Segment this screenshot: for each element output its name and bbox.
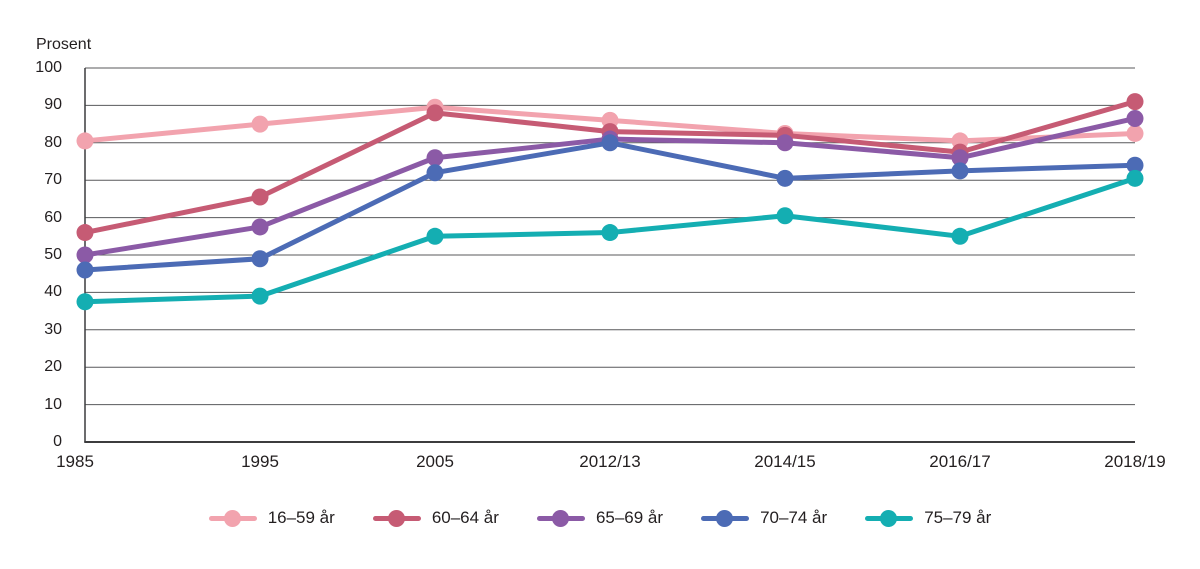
x-tick-label: 2005 bbox=[416, 452, 454, 471]
data-point bbox=[951, 149, 969, 167]
x-tick-label: 1985 bbox=[56, 452, 94, 471]
x-tick-label: 1995 bbox=[241, 452, 279, 471]
y-tick-label: 70 bbox=[44, 171, 62, 189]
y-tick-label: 40 bbox=[44, 283, 62, 301]
y-tick-label: 80 bbox=[44, 133, 62, 151]
legend-dot bbox=[387, 509, 405, 527]
data-point bbox=[776, 169, 794, 187]
legend-line-dot-icon bbox=[865, 509, 914, 527]
chart-legend: 16–59 år 60–64 år 65–69 år 70–74 år 75–79 år bbox=[0, 508, 1200, 528]
y-tick-label: 30 bbox=[44, 320, 62, 338]
legend-label: 70–74 år bbox=[760, 508, 828, 527]
legend-line-dot-icon bbox=[372, 509, 421, 527]
y-tick-label: 0 bbox=[53, 433, 62, 450]
y-tick-label: 20 bbox=[44, 358, 62, 376]
legend-label: 16–59 år bbox=[267, 508, 335, 527]
y-tick-label: 10 bbox=[44, 395, 62, 413]
legend-label: 65–69 år bbox=[595, 508, 664, 527]
legend-label: 60–64 år bbox=[431, 508, 499, 527]
legend-line-dot-icon bbox=[701, 509, 750, 527]
legend-dot bbox=[223, 509, 241, 527]
data-point bbox=[76, 132, 94, 150]
data-point bbox=[426, 104, 444, 122]
data-point bbox=[251, 115, 269, 133]
data-point bbox=[251, 218, 269, 236]
legend-line-dot-icon bbox=[536, 509, 585, 527]
legend-item-4: 75–79 år bbox=[865, 508, 991, 528]
series-line-3 bbox=[84, 140, 1136, 273]
data-point bbox=[76, 246, 94, 264]
data-point bbox=[1126, 169, 1144, 187]
data-point bbox=[1126, 93, 1144, 111]
line-chart-canvas bbox=[76, 67, 1144, 443]
data-point bbox=[251, 287, 269, 305]
legend-item-2: 65–69 år bbox=[536, 508, 664, 528]
y-tick-label: 50 bbox=[44, 246, 62, 263]
y-axis-title: Prosent bbox=[36, 36, 92, 53]
legend-item-1: 60–64 år bbox=[372, 508, 499, 528]
legend-dot bbox=[716, 509, 734, 527]
data-point bbox=[426, 227, 444, 245]
legend-dot bbox=[880, 509, 898, 527]
data-point bbox=[601, 224, 619, 242]
x-tick-label: 2016/17 bbox=[929, 452, 991, 471]
legend-item-3: 70–74 år bbox=[701, 508, 827, 528]
y-tick-label: 100 bbox=[35, 59, 62, 76]
y-tick-label: 60 bbox=[44, 208, 62, 226]
data-point bbox=[951, 162, 969, 180]
data-point bbox=[1126, 156, 1144, 174]
data-point bbox=[951, 227, 969, 245]
legend-line-dot-icon bbox=[208, 509, 257, 527]
x-tick-label: 2018/19 bbox=[1104, 452, 1166, 471]
data-point bbox=[776, 134, 794, 152]
data-point bbox=[426, 149, 444, 167]
data-point bbox=[251, 250, 269, 268]
data-point bbox=[601, 134, 619, 152]
data-point bbox=[1126, 109, 1144, 127]
data-point bbox=[251, 188, 269, 206]
x-tick-label: 2012/13 bbox=[579, 452, 641, 471]
legend-item-0: 16–59 år bbox=[208, 508, 335, 528]
data-point bbox=[76, 224, 94, 242]
data-point bbox=[76, 293, 94, 311]
data-point bbox=[76, 261, 94, 279]
data-point bbox=[776, 207, 794, 225]
legend-label: 75–79 år bbox=[924, 508, 992, 527]
x-tick-label: 2014/15 bbox=[754, 452, 816, 471]
data-point bbox=[1126, 124, 1144, 142]
data-point bbox=[426, 164, 444, 182]
legend-dot bbox=[551, 509, 569, 527]
y-tick-label: 90 bbox=[44, 96, 62, 114]
